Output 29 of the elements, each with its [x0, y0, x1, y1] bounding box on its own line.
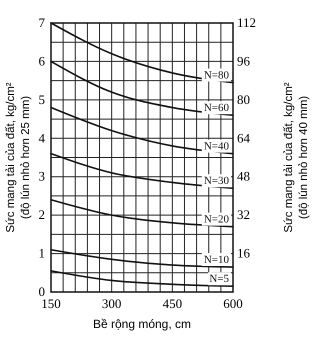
- y-tick-label: 6: [38, 53, 46, 68]
- series-label: N=20: [204, 214, 230, 226]
- y-tick-label: 2: [38, 207, 45, 222]
- series-label: N=80: [204, 70, 230, 82]
- y2-tick-label: 32: [237, 207, 250, 222]
- y-tick-label: 3: [38, 168, 45, 184]
- x-tick-label: 600: [223, 296, 243, 311]
- x-tick-label: 300: [102, 296, 122, 311]
- y-tick-label: 1: [38, 246, 45, 261]
- x-tick-label: 450: [162, 296, 182, 311]
- y2-tick-label: 48: [237, 168, 250, 184]
- y-tick-label: 0: [38, 284, 45, 299]
- series-label: N=40: [204, 140, 230, 153]
- y-tick-label: 7: [38, 15, 46, 30]
- series-label: N=30: [204, 175, 230, 188]
- y2-tick-label: 112: [237, 15, 256, 30]
- y-tick-label: 4: [38, 130, 46, 146]
- series-label: N=60: [204, 102, 230, 114]
- x-tick-label: 150: [41, 296, 61, 311]
- y-tick-label: 5: [38, 92, 45, 107]
- y2-tick-label: 80: [237, 92, 250, 107]
- series-label: N=5: [209, 273, 230, 286]
- y-axis-title: Sức mang tải của đất, kg/cm² (độ lún nhỏ hơn 25 mm): [5, 82, 32, 233]
- y2-tick-label: 16: [237, 246, 250, 261]
- series-label: N=10: [204, 254, 230, 266]
- y2-tick-label: 64: [237, 130, 250, 146]
- y2-tick-label: 96: [237, 53, 250, 68]
- x-axis-title: Bề rộng móng, cm: [92, 317, 192, 331]
- y2-axis-title: Sức mang tải của đất, kg/cm² (độ lún nhỏ hơn 40 mm): [283, 82, 310, 233]
